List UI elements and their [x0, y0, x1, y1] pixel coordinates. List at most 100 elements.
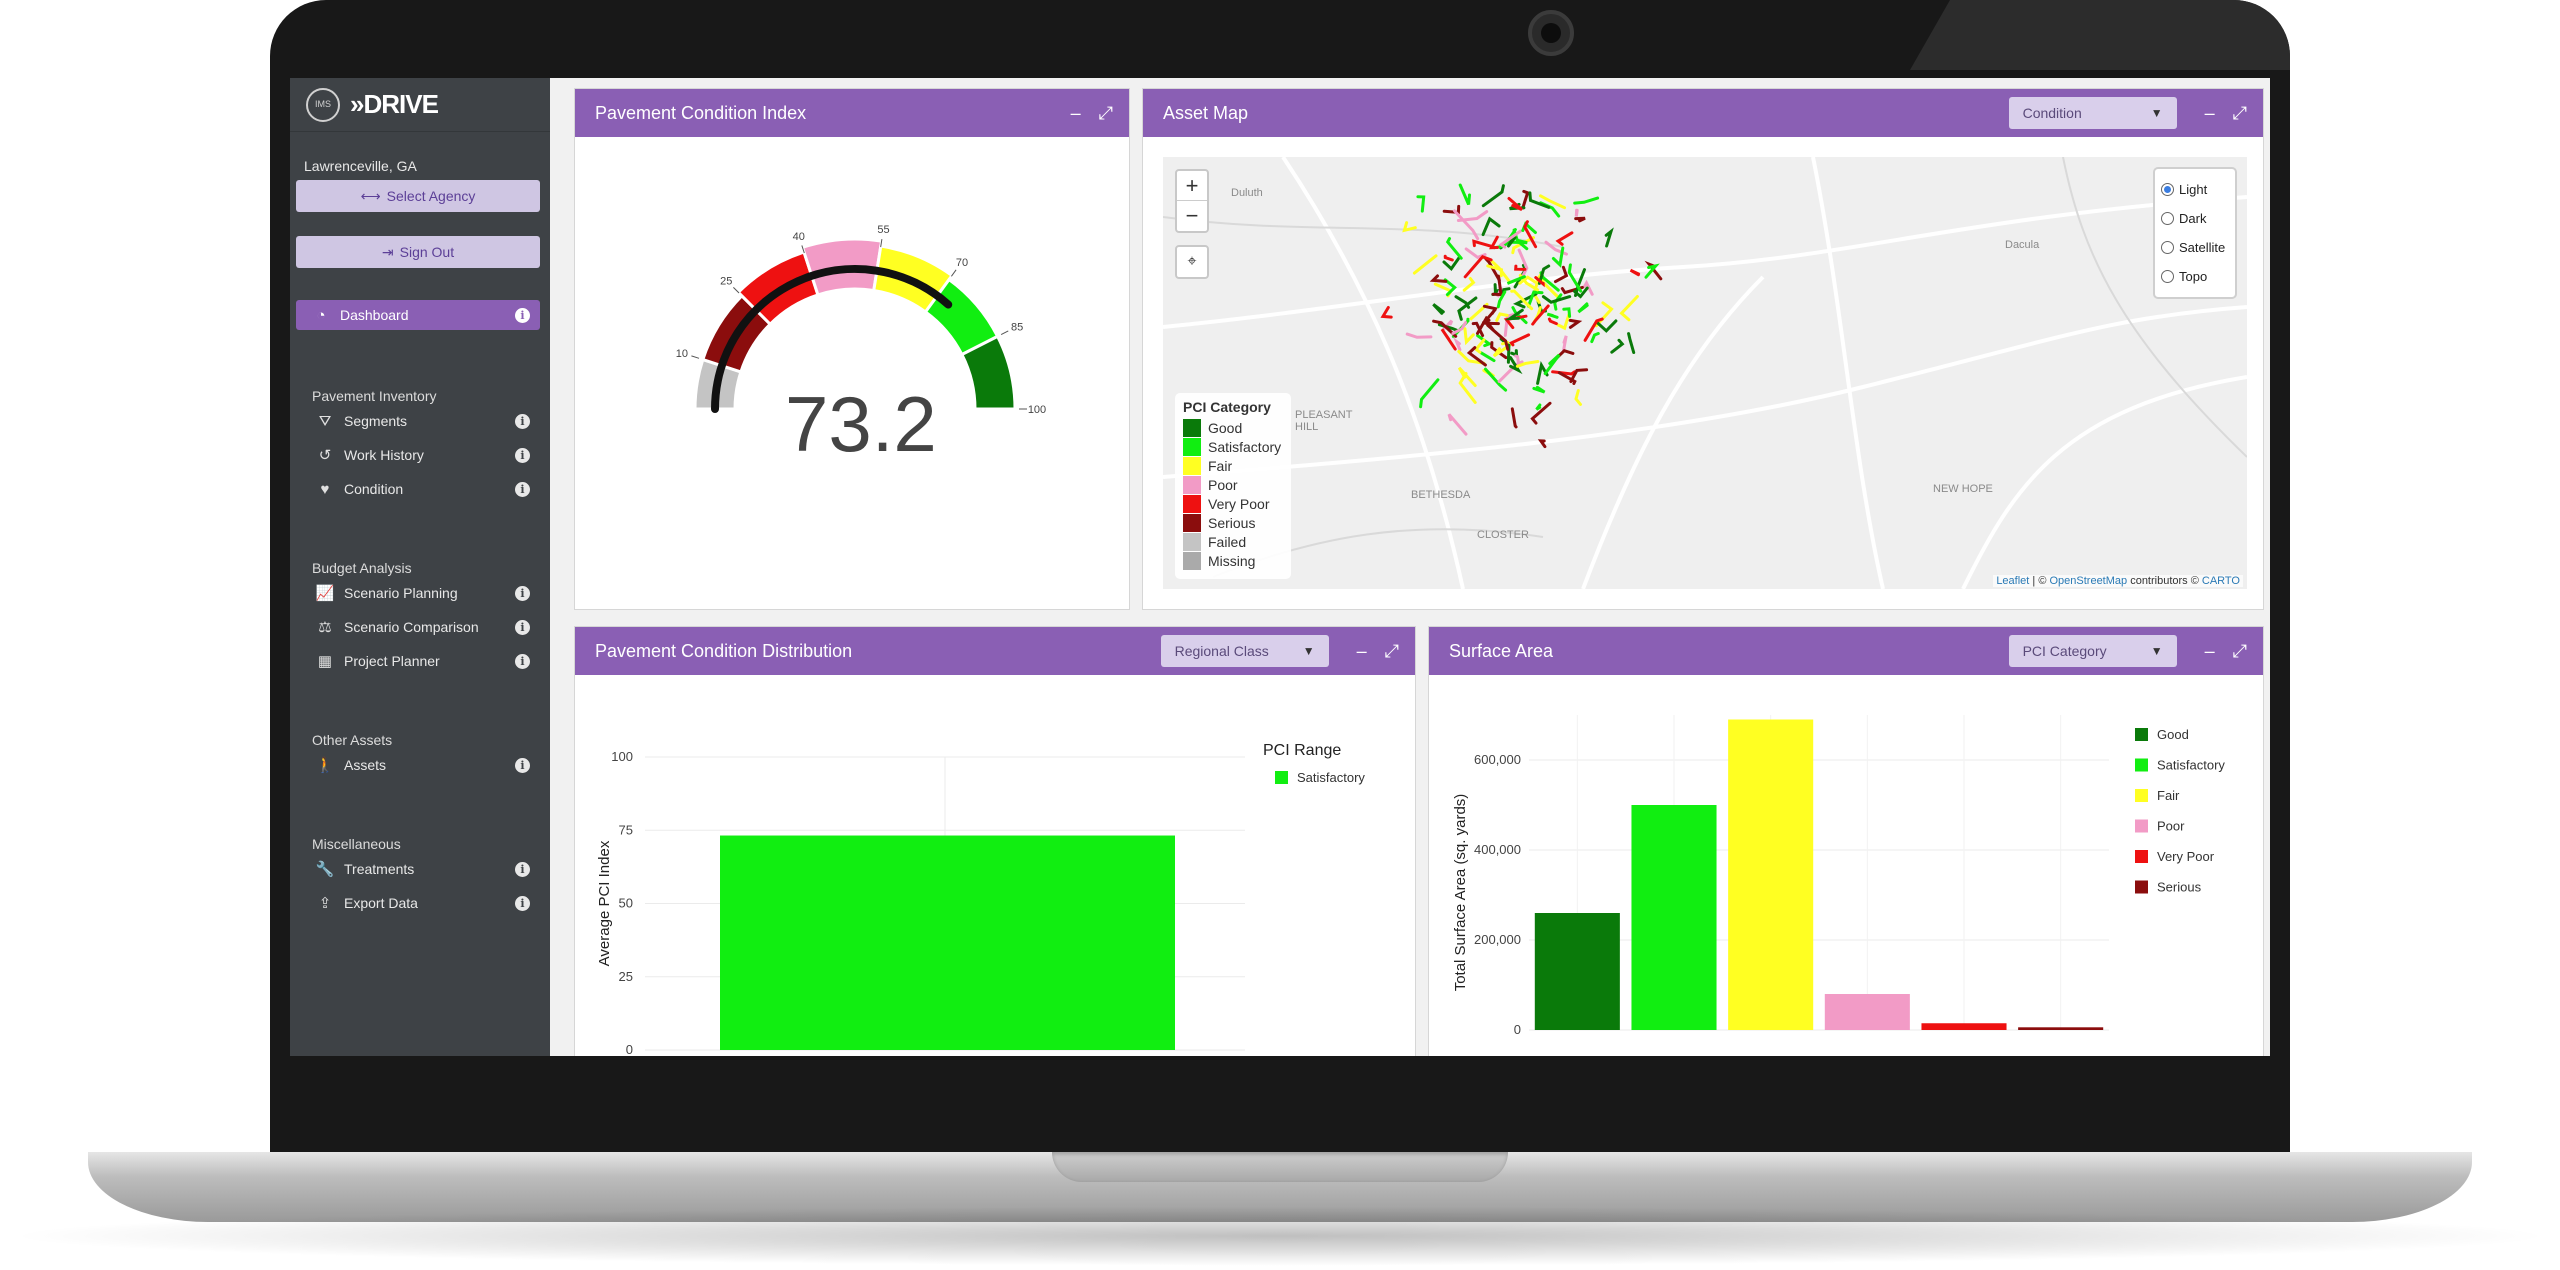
locate-button[interactable]: ⌖ [1175, 245, 1209, 279]
road-segment[interactable] [1443, 254, 1454, 262]
road-segment[interactable] [1456, 210, 1489, 222]
info-icon[interactable]: i [515, 481, 530, 497]
road-segment[interactable] [1514, 264, 1527, 271]
road-segment[interactable] [1511, 306, 1528, 325]
road-segment[interactable] [1551, 246, 1565, 268]
road-segment[interactable] [1514, 354, 1520, 364]
road-segment[interactable] [1506, 275, 1526, 285]
info-icon[interactable]: i [515, 619, 530, 635]
road-segment[interactable] [1574, 208, 1579, 217]
bar-satisfactory[interactable] [1631, 805, 1717, 1030]
road-segment[interactable] [1644, 263, 1660, 279]
road-segment[interactable] [1604, 227, 1614, 248]
expand-icon[interactable]: ⤢ [2232, 102, 2247, 123]
road-segment[interactable] [1486, 264, 1504, 278]
road-segment[interactable] [1557, 371, 1577, 385]
road-segment[interactable] [1582, 279, 1594, 296]
road-segment[interactable] [1568, 318, 1583, 329]
road-segment[interactable] [1490, 341, 1508, 360]
road-segment[interactable] [1511, 236, 1535, 255]
zoom-in-button[interactable]: + [1177, 171, 1207, 201]
map-condition-dropdown[interactable]: Condition ▼ [2008, 97, 2177, 129]
expand-icon[interactable]: ⤢ [1384, 640, 1399, 661]
minimize-icon[interactable]: – [1356, 640, 1367, 661]
pci-category-dropdown[interactable]: PCI Category ▼ [2008, 635, 2177, 667]
road-segment[interactable] [1518, 275, 1537, 285]
nav-assets[interactable]: 🚶 Assets i [290, 748, 550, 782]
road-segment[interactable] [1469, 302, 1489, 321]
road-segment[interactable] [1482, 304, 1498, 315]
road-segment[interactable] [1515, 360, 1540, 368]
carto-link[interactable]: CARTO [2201, 575, 2240, 587]
minimize-icon[interactable]: – [1070, 102, 1081, 123]
expand-icon[interactable]: ⤢ [2232, 640, 2247, 661]
road-segment[interactable] [1534, 276, 1545, 288]
road-segment[interactable] [1442, 204, 1461, 215]
road-segment[interactable] [1498, 229, 1522, 249]
expand-icon[interactable]: ⤢ [1098, 102, 1113, 123]
road-segment[interactable] [1492, 343, 1512, 358]
road-segment[interactable] [1539, 194, 1566, 210]
road-segment[interactable] [1569, 368, 1589, 383]
road-segment[interactable] [1380, 306, 1393, 319]
road-segment[interactable] [1537, 439, 1547, 449]
nav-scenario-comparison[interactable]: ⚖ Scenario Comparison i [290, 610, 550, 644]
road-segment[interactable] [1443, 278, 1457, 297]
nav-export-data[interactable]: ⇪ Export Data i [290, 886, 550, 920]
info-icon[interactable]: i [515, 653, 530, 669]
road-segment[interactable] [1473, 338, 1486, 354]
road-segment[interactable] [1610, 338, 1625, 354]
nav-condition[interactable]: ♥ Condition i [290, 472, 550, 506]
road-segment[interactable] [1504, 308, 1524, 321]
road-segment[interactable] [1513, 292, 1538, 309]
road-segment[interactable] [1531, 304, 1550, 326]
zoom-out-button[interactable]: − [1185, 203, 1199, 228]
info-icon[interactable]: i [515, 861, 530, 877]
road-segment[interactable] [1530, 401, 1552, 425]
road-segment[interactable] [1556, 313, 1571, 331]
road-segment[interactable] [1567, 263, 1583, 293]
minimize-icon[interactable]: – [2204, 640, 2215, 661]
road-segment[interactable] [1458, 183, 1471, 206]
road-segment[interactable] [1457, 366, 1477, 387]
layer-option-topo[interactable]: Topo [2161, 262, 2229, 291]
road-segment[interactable] [1629, 268, 1641, 277]
road-segment[interactable] [1583, 317, 1604, 342]
road-segment[interactable] [1574, 216, 1586, 223]
map-canvas[interactable]: Duluth Dacula PLEASANT HILL BETHESDA CLO… [1163, 157, 2247, 589]
road-segment[interactable] [1535, 403, 1542, 411]
road-segment[interactable] [1573, 196, 1600, 205]
layer-option-dark[interactable]: Dark [2161, 204, 2229, 233]
road-segment[interactable] [1627, 332, 1636, 354]
road-segment[interactable] [1590, 332, 1600, 344]
road-segment[interactable] [1442, 255, 1461, 271]
road-segment[interactable] [1479, 351, 1496, 363]
road-segment[interactable] [1481, 184, 1505, 208]
road-segment[interactable] [1493, 283, 1511, 293]
road-segment[interactable] [1546, 312, 1559, 319]
layer-option-satellite[interactable]: Satellite [2161, 233, 2229, 262]
road-segment[interactable] [1517, 248, 1529, 278]
nav-project-planner[interactable]: ▦ Project Planner i [290, 644, 550, 678]
road-segment[interactable] [1463, 255, 1493, 279]
bar-good[interactable] [1534, 913, 1620, 1030]
road-segment[interactable] [1416, 195, 1426, 213]
road-segment[interactable] [1555, 231, 1574, 246]
road-segment[interactable] [1471, 321, 1485, 337]
info-icon[interactable]: i [515, 895, 530, 911]
road-segment[interactable] [1510, 349, 1519, 358]
bar-fair[interactable] [1728, 719, 1814, 1031]
logo[interactable]: IMS »DRIVE [290, 78, 550, 132]
road-segment[interactable] [1510, 407, 1518, 429]
road-segment[interactable] [1453, 337, 1462, 352]
road-segment[interactable] [1482, 321, 1500, 326]
road-segment[interactable] [1476, 315, 1491, 335]
road-segment[interactable] [1507, 197, 1523, 211]
road-segment[interactable] [1523, 220, 1538, 249]
road-segment[interactable] [1457, 350, 1486, 365]
bar-poor[interactable] [1824, 994, 1910, 1030]
road-segment[interactable] [1457, 296, 1478, 321]
road-segment[interactable] [1491, 274, 1503, 297]
road-segment[interactable] [1510, 289, 1534, 311]
bar-serious[interactable] [2018, 1027, 2104, 1030]
